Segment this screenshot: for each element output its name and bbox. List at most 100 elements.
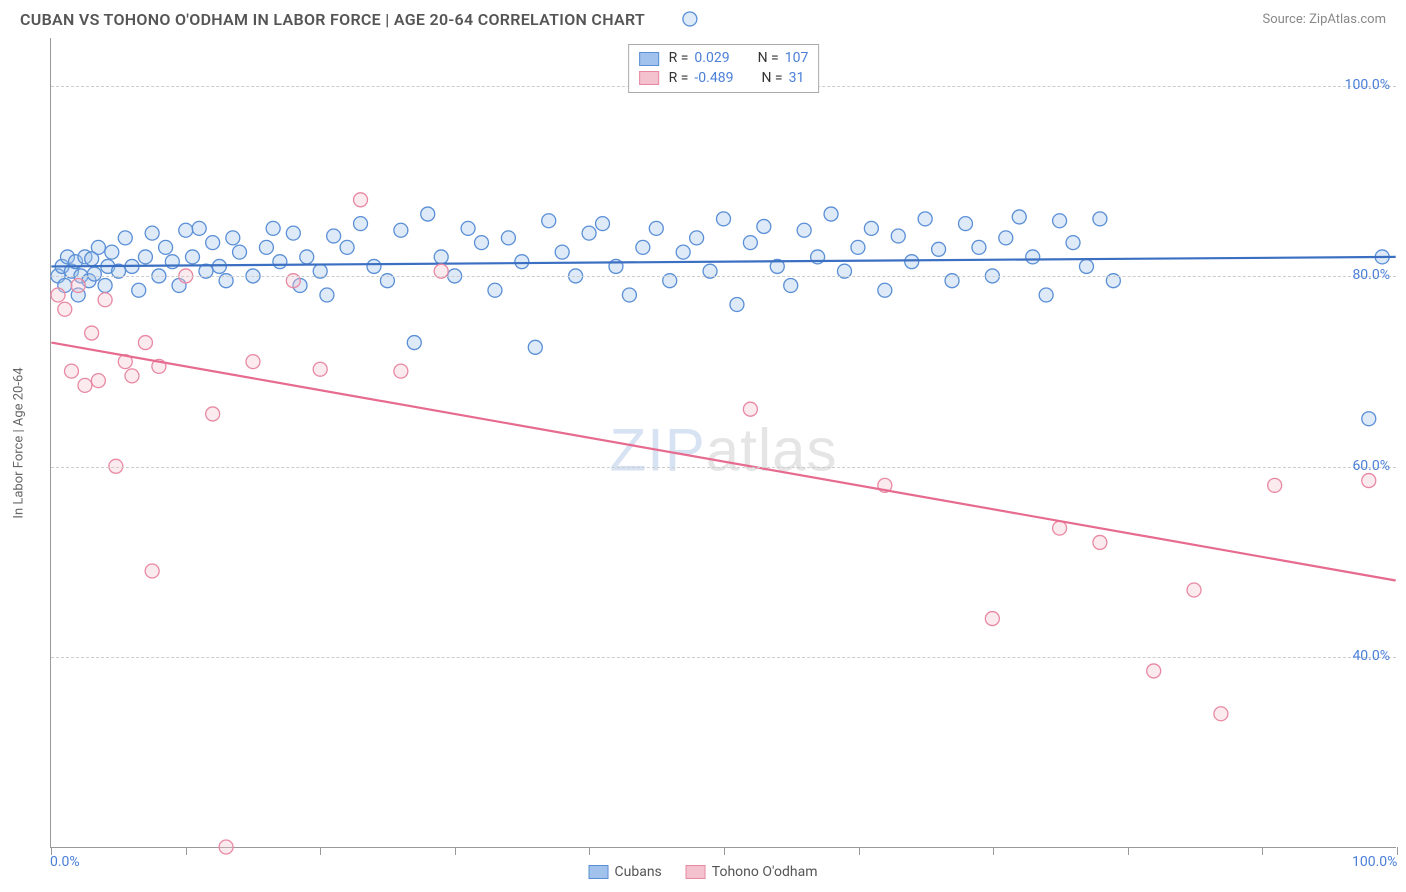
r-value-0: 0.029 [694,49,729,69]
data-point [185,250,199,264]
y-axis-label: In Labor Force | Age 20-64 [12,367,27,518]
data-point [717,212,731,226]
data-point [528,340,542,354]
y-tick-label: 40.0% [1352,648,1390,664]
data-point [1053,521,1067,535]
data-point [138,336,152,350]
gridline [51,276,1396,277]
data-point [300,250,314,264]
data-point [730,298,744,312]
data-point [91,240,105,254]
data-point [932,242,946,256]
data-point [690,231,704,245]
n-value-1: 31 [789,69,805,89]
data-point [743,236,757,250]
data-point [1268,478,1282,492]
data-point [226,231,240,245]
data-point [1093,212,1107,226]
data-point [1214,707,1228,721]
data-point [212,259,226,273]
data-point [145,564,159,578]
data-point [1187,583,1201,597]
data-point [864,221,878,235]
data-point [87,267,101,281]
y-tick-label: 60.0% [1352,458,1390,474]
x-tick [589,847,590,855]
data-point [972,240,986,254]
data-point [1093,535,1107,549]
legend-swatch-0 [639,52,659,66]
correlation-legend: R = 0.029 N = 107 R = -0.489 N = 31 [628,44,820,93]
data-point [582,226,596,240]
data-point [246,355,260,369]
data-point [192,221,206,235]
data-point [1039,288,1053,302]
data-point [266,221,280,235]
data-point [797,223,811,237]
x-tick [186,847,187,855]
x-axis-label-right: 100.0% [1352,854,1397,870]
data-point [273,255,287,269]
data-point [118,231,132,245]
data-point [105,245,119,259]
data-point [851,240,865,254]
data-point [636,240,650,254]
data-point [125,369,139,383]
data-point [1012,210,1026,224]
data-point [676,245,690,259]
data-point [421,207,435,221]
n-value-0: 107 [785,49,809,69]
data-point [159,240,173,254]
data-point [515,255,529,269]
data-point [683,12,697,26]
data-point [999,231,1013,245]
data-point [434,250,448,264]
data-point [905,255,919,269]
legend-bottom-swatch-1 [686,865,706,879]
source-label: Source: ZipAtlas.com [1262,12,1386,27]
header-bar: CUBAN VS TOHONO O'ODHAM IN LABOR FORCE |… [0,0,1406,33]
data-point [1053,214,1067,228]
data-point [958,217,972,231]
chart-container: In Labor Force | Age 20-64 ZIPatlas R = … [50,38,1396,848]
legend-item-0: Cubans [589,864,662,880]
legend-item-1: Tohono O'odham [686,864,818,880]
data-point [51,288,65,302]
data-point [78,378,92,392]
plot-svg [51,38,1396,847]
legend-bottom-label-1: Tohono O'odham [712,864,818,880]
data-point [394,364,408,378]
data-point [313,362,327,376]
gridline [51,467,1396,468]
data-point [354,217,368,231]
gridline [51,657,1396,658]
legend-bottom-swatch-0 [589,865,609,879]
legend-row-0: R = 0.029 N = 107 [639,49,809,69]
data-point [622,288,636,302]
data-point [596,217,610,231]
x-tick [1262,847,1263,855]
trend-line [51,257,1395,267]
data-point [488,283,502,297]
data-point [206,407,220,421]
x-tick [993,847,994,855]
chart-title: CUBAN VS TOHONO O'ODHAM IN LABOR FORCE |… [20,10,645,29]
data-point [233,245,247,259]
r-value-1: -0.489 [694,69,733,89]
data-point [475,236,489,250]
data-point [407,336,421,350]
data-point [65,364,79,378]
data-point [132,283,146,297]
data-point [394,223,408,237]
x-tick [455,847,456,855]
legend-row-1: R = -0.489 N = 31 [639,69,809,89]
data-point [1147,664,1161,678]
data-point [286,226,300,240]
data-point [649,221,663,235]
data-point [918,212,932,226]
data-point [58,302,72,316]
data-point [145,226,159,240]
data-point [542,214,556,228]
data-point [824,207,838,221]
data-point [206,236,220,250]
